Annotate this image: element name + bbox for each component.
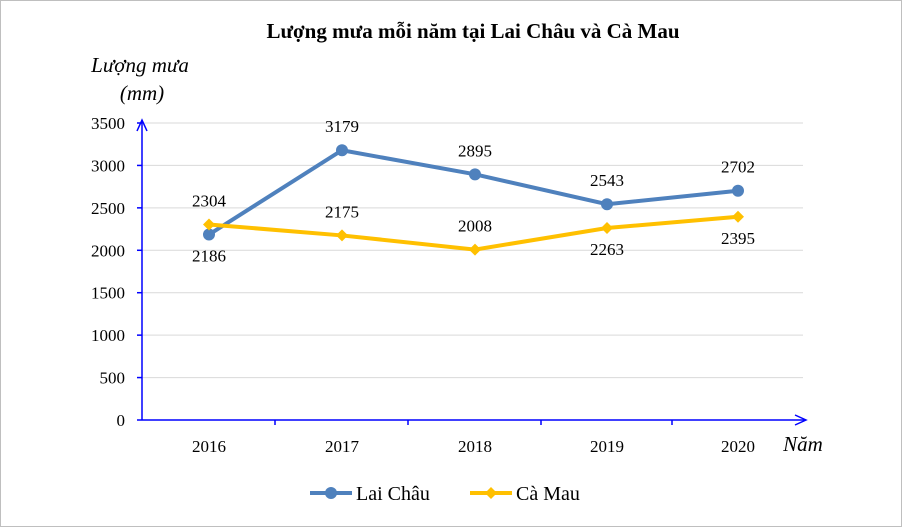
legend-item-1: Cà Mau bbox=[470, 483, 580, 505]
x-tick-label: 2018 bbox=[458, 437, 492, 456]
x-tick-label: 2017 bbox=[325, 437, 360, 456]
y-tick-label: 0 bbox=[117, 411, 126, 430]
legend-item-0: Lai Châu bbox=[310, 483, 430, 505]
y-tick-label: 2500 bbox=[91, 199, 125, 218]
y-tick-label: 3500 bbox=[91, 114, 125, 133]
data-point bbox=[469, 243, 481, 256]
y-axis-label-line1: Lượng mưa bbox=[90, 53, 189, 77]
series-0: 2186 3179 2895 2543 2702 bbox=[192, 117, 755, 265]
x-axis-arrow-icon bbox=[794, 414, 808, 426]
data-point bbox=[336, 144, 348, 157]
legend-label: Cà Mau bbox=[516, 483, 580, 505]
data-point bbox=[203, 218, 215, 231]
data-point bbox=[203, 228, 215, 241]
series-1: 2304 2175 2008 2263 2395 bbox=[192, 191, 755, 258]
data-label: 2263 bbox=[590, 240, 624, 259]
data-point bbox=[732, 210, 744, 223]
x-tick-label: 2019 bbox=[590, 437, 624, 456]
y-tick-label: 3000 bbox=[91, 156, 125, 175]
y-tick-label: 1000 bbox=[91, 326, 125, 345]
data-point bbox=[601, 221, 613, 234]
data-label: 2304 bbox=[192, 191, 227, 210]
data-point bbox=[469, 168, 481, 181]
data-label: 2175 bbox=[325, 202, 359, 221]
y-tick-label: 500 bbox=[100, 369, 126, 388]
legend-marker-circle-icon bbox=[325, 487, 337, 499]
legend-marker-diamond-icon bbox=[485, 487, 497, 499]
data-label: 2008 bbox=[458, 217, 492, 236]
x-axis-label: Năm bbox=[782, 432, 823, 456]
x-tick-label: 2016 bbox=[192, 437, 226, 456]
data-label: 2543 bbox=[590, 171, 624, 190]
data-label: 2395 bbox=[721, 229, 755, 248]
data-label: 2702 bbox=[721, 158, 755, 177]
y-axis-arrow-icon bbox=[136, 118, 148, 132]
data-label: 3179 bbox=[325, 117, 359, 136]
y-tick-label: 1500 bbox=[91, 284, 125, 303]
data-point bbox=[601, 198, 613, 211]
data-point bbox=[336, 229, 348, 242]
data-label: 2895 bbox=[458, 141, 492, 160]
data-label: 2186 bbox=[192, 247, 226, 266]
y-tick-label: 2000 bbox=[91, 241, 125, 260]
chart-title: Lượng mưa mỗi năm tại Lai Châu và Cà Mau bbox=[266, 19, 679, 43]
legend-label: Lai Châu bbox=[356, 483, 430, 505]
data-point bbox=[732, 184, 744, 197]
x-tick-label: 2020 bbox=[721, 437, 755, 456]
y-axis-label-line2: (mm) bbox=[120, 81, 164, 105]
